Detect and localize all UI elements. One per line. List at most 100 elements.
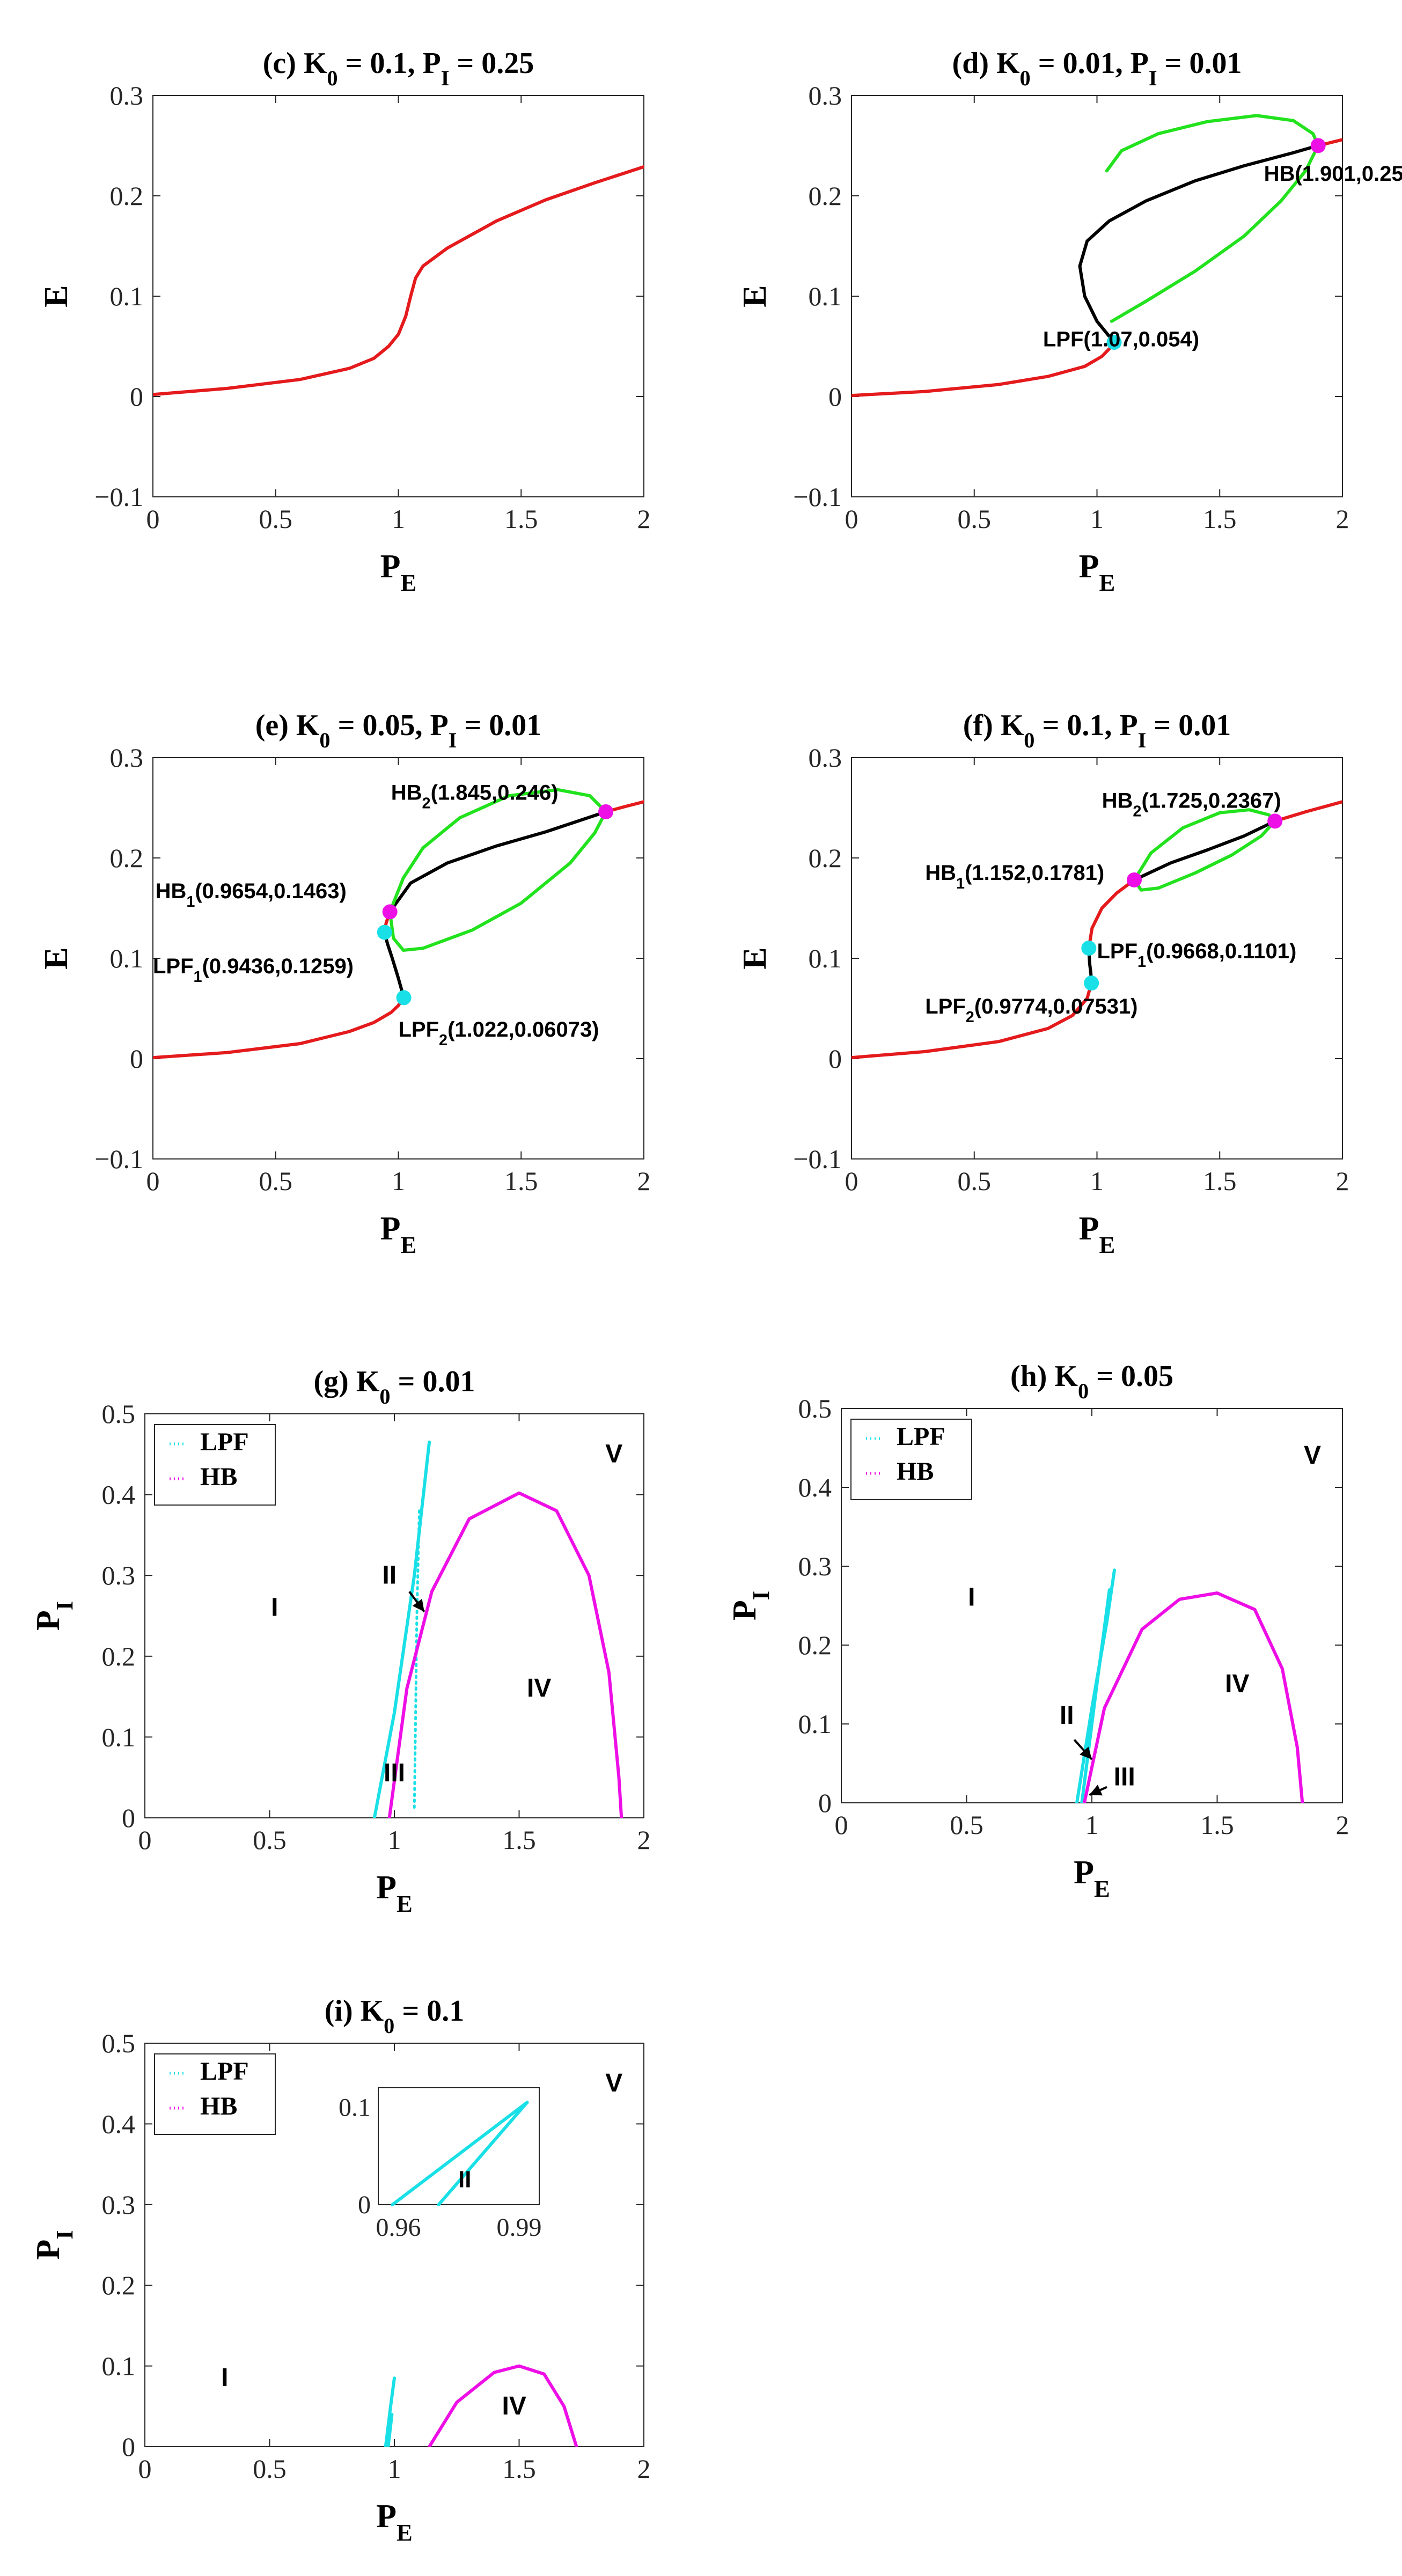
- x-tick-label: 1.5: [1203, 504, 1237, 534]
- arrow-head: [1080, 1746, 1092, 1760]
- x-tick-label: 0: [146, 504, 160, 534]
- point-annotation: LPF1(0.9668,0.1101): [1097, 940, 1297, 971]
- y-tick-label: 0.4: [102, 2109, 136, 2139]
- y-axis-label: E: [737, 947, 773, 969]
- x-axis-label: PE: [1079, 1210, 1115, 1258]
- series-unstable-1: [383, 930, 406, 1000]
- point-annotation: HB1(1.152,0.1781): [925, 861, 1104, 892]
- bifurcation-point: [382, 904, 398, 920]
- legend-label: HB: [200, 1463, 237, 1491]
- bifurcation-point: [1106, 335, 1122, 350]
- inset-plot: 0.96 0.99 0 0.1 II: [339, 2087, 542, 2242]
- region-label: I: [221, 2364, 228, 2392]
- chart-title: (f) K0 = 0.1, PI = 0.01: [963, 709, 1231, 752]
- x-tick-label: 1.5: [502, 2454, 536, 2484]
- legend: LPF HB: [154, 1424, 276, 1506]
- y-tick-label: −0.1: [94, 482, 143, 512]
- chart-panel-g: 0 0.5 1 1.5 2 0 0.1 0.2 0.3 0.4 0.5 (g) K0 = 0.01 PE…: [30, 1365, 651, 1917]
- series-LPF-b: [413, 1509, 421, 1811]
- y-tick-label: 0.2: [102, 1641, 136, 1671]
- x-axis-label: PE: [1074, 1854, 1110, 1902]
- y-tick-label: 0: [828, 381, 842, 412]
- point-annotation: LPF2(0.9774,0.07531): [925, 995, 1137, 1026]
- y-tick-label: 0.2: [809, 181, 842, 211]
- inset-series: [391, 2101, 529, 2206]
- bifurcation-point: [1310, 138, 1326, 153]
- y-tick-label: 0: [122, 2432, 135, 2462]
- x-tick-label: 0: [138, 2454, 152, 2484]
- legend-box: [850, 1419, 972, 1500]
- y-tick-label: 0.5: [102, 2028, 136, 2058]
- x-tick-label: 2: [637, 1825, 651, 1855]
- legend-label: LPF: [897, 1422, 945, 1451]
- charts-root: 0 0.5 1 1.5 2−0.100.10.20.3(c) K0 = 0.1, PI …: [30, 47, 1402, 2546]
- bifurcation-point: [1267, 813, 1283, 829]
- x-tick-label: 1: [392, 504, 405, 534]
- y-tick-label: 0.4: [102, 1480, 136, 1510]
- x-tick-label: 1: [392, 1166, 405, 1196]
- x-tick-label: 0.5: [958, 504, 992, 534]
- y-tick-label: 0.5: [102, 1399, 136, 1429]
- plot-area: [852, 800, 1342, 1060]
- bifurcation-point: [396, 990, 412, 1006]
- x-tick-label: 0.5: [259, 1166, 293, 1196]
- series-periodic-max: [1105, 114, 1320, 173]
- y-tick-label: 0: [130, 381, 143, 412]
- chart-panel-c: 0 0.5 1 1.5 2−0.100.10.20.3(c) K0 = 0.1, PI …: [38, 47, 651, 596]
- y-tick-label: 0.2: [110, 181, 144, 211]
- x-tick-label: 1: [1085, 1810, 1099, 1840]
- y-tick-label: 0.4: [798, 1472, 832, 1502]
- legend-label: LPF: [200, 2057, 249, 2086]
- x-tick-label: 0.5: [958, 1166, 992, 1196]
- y-axis-label: PI: [30, 1601, 78, 1631]
- bifurcation-point: [598, 804, 614, 819]
- y-tick-label: 0.1: [110, 281, 144, 311]
- point-annotation: HB1(0.9654,0.1463): [156, 879, 347, 911]
- x-tick-label: 1.5: [504, 504, 538, 534]
- inset-region-label: II: [458, 2166, 471, 2192]
- y-tick-label: 0.2: [798, 1630, 832, 1660]
- plot-area: [153, 788, 644, 1060]
- series-LPF-a: [384, 2376, 396, 2447]
- y-tick-label: 0.3: [110, 743, 144, 773]
- y-tick-label: 0.1: [798, 1709, 832, 1739]
- y-tick-label: 0: [828, 1044, 842, 1074]
- y-tick-label: 0.1: [102, 1722, 136, 1752]
- x-tick-label: 1.5: [1203, 1166, 1237, 1196]
- region-label: IV: [527, 1674, 551, 1702]
- y-tick-label: 0.2: [102, 2270, 136, 2300]
- x-tick-label: 0: [845, 504, 858, 534]
- x-tick-label: 1.5: [502, 1825, 536, 1855]
- series-LPF-a: [372, 1440, 431, 1818]
- x-axis-label: PE: [376, 2498, 413, 2546]
- x-tick-label: 2: [637, 504, 651, 534]
- y-tick-label: 0: [818, 1788, 832, 1818]
- region-label: V: [605, 2069, 622, 2097]
- bifurcation-point: [1081, 941, 1097, 956]
- x-tick-label: 2: [637, 1166, 651, 1196]
- x-tick-label: 1.5: [504, 1166, 538, 1196]
- x-axis-label: PE: [1079, 548, 1115, 596]
- legend-label: HB: [897, 1457, 934, 1486]
- x-tick-label: 2: [1336, 1810, 1349, 1840]
- chart-title: (h) K0 = 0.05: [1010, 1360, 1173, 1403]
- region-label: I: [271, 1594, 278, 1622]
- y-tick-label: 0.5: [798, 1393, 832, 1423]
- bifurcation-point: [1127, 872, 1142, 887]
- x-tick-label: 0: [146, 1166, 160, 1196]
- inset-x-tick-label: 0.96: [376, 2213, 421, 2242]
- series-HB: [428, 2364, 578, 2447]
- x-tick-label: 1: [388, 2454, 401, 2484]
- x-tick-label: 0.5: [950, 1810, 983, 1840]
- chart-title: (i) K0 = 0.1: [325, 1994, 465, 2038]
- region-label: I: [968, 1583, 975, 1612]
- inset-x-tick-label: 0.99: [497, 2213, 542, 2242]
- series-stable-low: [153, 996, 406, 1060]
- legend-box: [154, 1424, 276, 1506]
- x-tick-label: 0: [138, 1825, 152, 1855]
- arrow-head: [1089, 1785, 1103, 1796]
- point-annotation: LPF(1.07,0.054): [1043, 328, 1199, 351]
- y-tick-label: 0: [130, 1044, 143, 1074]
- series-periodic-max: [1133, 808, 1277, 882]
